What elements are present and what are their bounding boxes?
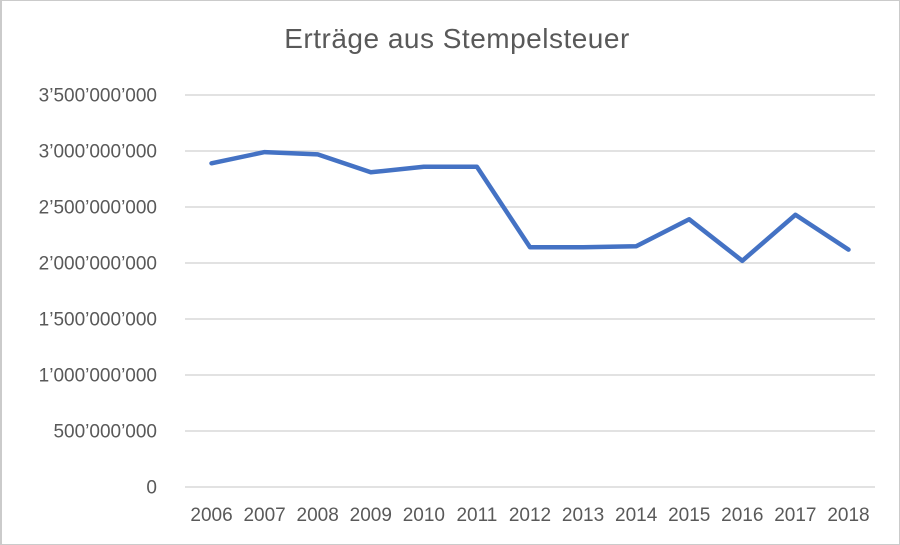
x-axis-tick-label: 2015	[668, 505, 710, 526]
x-axis-tick-label: 2011	[456, 505, 497, 526]
x-axis-tick-label: 2006	[190, 505, 232, 526]
x-axis-tick-label: 2018	[827, 505, 869, 526]
y-axis-tick-label: 1’500’000’000	[39, 310, 157, 331]
x-axis-tick-label: 2010	[403, 505, 445, 526]
y-axis-tick-label: 3’000’000’000	[39, 142, 157, 163]
x-axis-tick-label: 2013	[562, 505, 604, 526]
x-axis-tick-label: 2012	[509, 505, 551, 526]
y-axis-tick-label: 500’000’000	[53, 422, 157, 443]
x-axis-tick-label: 2017	[774, 505, 816, 526]
y-axis-tick-label: 2’000’000’000	[39, 254, 157, 275]
y-axis-tick-label: 3’500’000’000	[39, 86, 157, 107]
data-series-line	[209, 149, 851, 264]
x-axis-tick-label: 2009	[350, 505, 392, 526]
x-axis-tick-label: 2016	[721, 505, 763, 526]
x-axis-tick-label: 2014	[615, 505, 658, 526]
y-axis-tick-label: 2’500’000’000	[39, 198, 157, 219]
y-axis-tick-label: 1’000’000’000	[39, 366, 157, 387]
x-axis-tick-label: 2008	[297, 505, 339, 526]
x-axis-tick-label: 2007	[243, 505, 285, 526]
y-axis-tick-label: 0	[146, 478, 157, 499]
